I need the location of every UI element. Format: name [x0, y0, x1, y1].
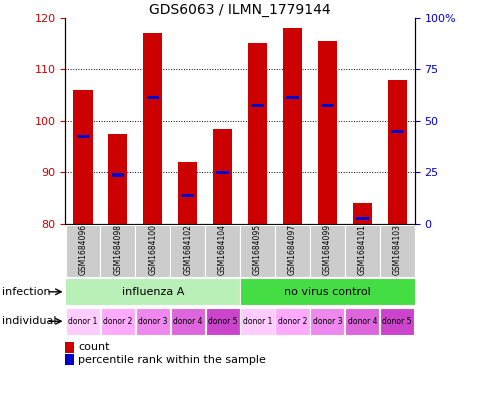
Bar: [240, 278, 414, 305]
Text: donor 5: donor 5: [208, 317, 237, 326]
Text: donor 2: donor 2: [277, 317, 306, 326]
Bar: [181, 194, 194, 197]
Text: GSM1684101: GSM1684101: [357, 224, 366, 275]
Bar: [390, 130, 403, 133]
Bar: [76, 135, 89, 138]
Text: GSM1684098: GSM1684098: [113, 224, 122, 275]
Bar: [309, 224, 344, 277]
Bar: [247, 44, 267, 224]
Bar: [282, 28, 302, 224]
Text: individual: individual: [2, 316, 57, 326]
Text: GSM1684095: GSM1684095: [253, 224, 261, 275]
Bar: [387, 79, 406, 224]
Text: donor 4: donor 4: [173, 317, 202, 326]
Bar: [65, 278, 240, 305]
Bar: [108, 134, 127, 224]
Bar: [355, 217, 368, 220]
Text: GSM1684100: GSM1684100: [148, 224, 157, 275]
Text: GSM1684097: GSM1684097: [287, 224, 296, 275]
Bar: [379, 308, 413, 335]
Text: infection: infection: [2, 287, 51, 297]
Bar: [379, 224, 414, 277]
Text: no virus control: no virus control: [284, 287, 370, 297]
Bar: [352, 204, 371, 224]
Title: GDS6063 / ILMN_1779144: GDS6063 / ILMN_1779144: [149, 3, 330, 17]
Bar: [146, 96, 159, 99]
Bar: [216, 171, 228, 174]
Bar: [317, 41, 336, 224]
Bar: [251, 104, 263, 107]
Bar: [344, 224, 379, 277]
Bar: [205, 308, 239, 335]
Text: GSM1684096: GSM1684096: [78, 224, 87, 275]
Text: donor 3: donor 3: [138, 317, 167, 326]
Bar: [136, 308, 169, 335]
Bar: [170, 308, 204, 335]
Bar: [345, 308, 378, 335]
Text: GSM1684104: GSM1684104: [218, 224, 227, 275]
Text: donor 3: donor 3: [312, 317, 341, 326]
Bar: [170, 224, 205, 277]
Text: count: count: [78, 342, 109, 353]
Bar: [100, 224, 135, 277]
Text: donor 1: donor 1: [68, 317, 97, 326]
Text: donor 4: donor 4: [347, 317, 376, 326]
Bar: [143, 33, 162, 224]
Text: donor 1: donor 1: [242, 317, 272, 326]
Bar: [240, 308, 274, 335]
Text: donor 2: donor 2: [103, 317, 132, 326]
Text: GSM1684103: GSM1684103: [392, 224, 401, 275]
Bar: [240, 224, 274, 277]
Bar: [320, 104, 333, 107]
Bar: [275, 308, 309, 335]
Bar: [135, 224, 170, 277]
Bar: [205, 224, 240, 277]
Text: influenza A: influenza A: [121, 287, 183, 297]
Bar: [178, 162, 197, 224]
Bar: [73, 90, 92, 224]
Bar: [310, 308, 344, 335]
Bar: [212, 129, 232, 224]
Bar: [66, 308, 100, 335]
Text: donor 5: donor 5: [382, 317, 411, 326]
Text: GSM1684102: GSM1684102: [183, 224, 192, 275]
Bar: [274, 224, 309, 277]
Bar: [111, 173, 124, 176]
Bar: [286, 96, 298, 99]
Text: percentile rank within the sample: percentile rank within the sample: [78, 355, 265, 365]
Text: GSM1684099: GSM1684099: [322, 224, 331, 275]
Bar: [65, 224, 100, 277]
Bar: [101, 308, 135, 335]
